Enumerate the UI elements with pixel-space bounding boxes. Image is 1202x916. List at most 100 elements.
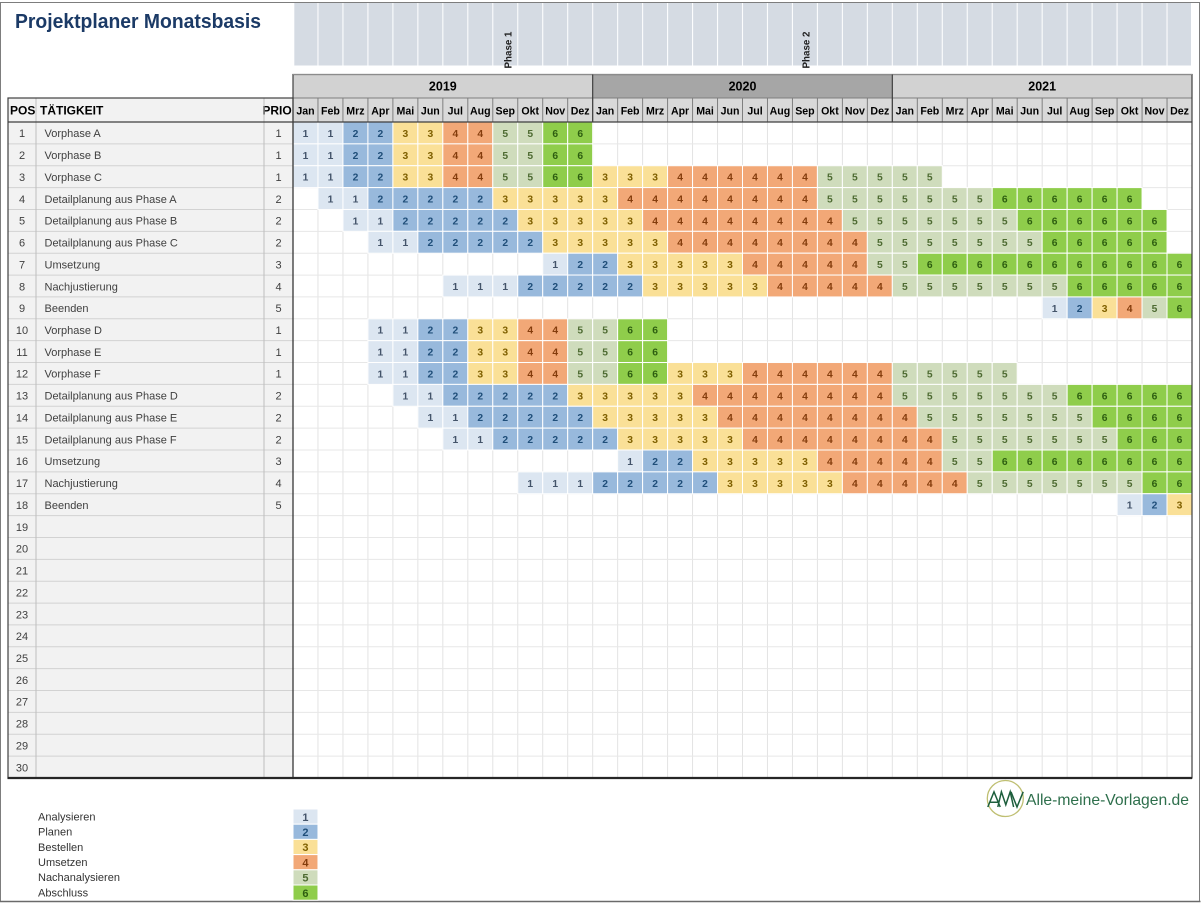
svg-text:Okt: Okt <box>1121 106 1139 118</box>
svg-text:4: 4 <box>827 435 833 446</box>
svg-text:5: 5 <box>527 151 533 162</box>
svg-text:5: 5 <box>927 195 933 206</box>
svg-text:4: 4 <box>777 173 783 184</box>
svg-text:4: 4 <box>752 391 758 402</box>
svg-text:Abschluss: Abschluss <box>38 887 89 899</box>
svg-text:4: 4 <box>802 238 808 249</box>
svg-text:6: 6 <box>652 348 658 359</box>
svg-text:4: 4 <box>877 413 883 424</box>
svg-text:6: 6 <box>1027 195 1033 206</box>
svg-text:1: 1 <box>378 369 384 380</box>
svg-text:6: 6 <box>19 238 25 250</box>
svg-text:Mai: Mai <box>696 106 714 118</box>
svg-text:5: 5 <box>602 348 608 359</box>
svg-text:1: 1 <box>403 369 409 380</box>
svg-text:Projektplaner Monatsbasis: Projektplaner Monatsbasis <box>15 10 261 33</box>
svg-text:3: 3 <box>652 413 658 424</box>
svg-text:22: 22 <box>16 587 28 599</box>
svg-text:6: 6 <box>977 260 983 271</box>
svg-text:4: 4 <box>702 391 708 402</box>
svg-text:3: 3 <box>477 369 483 380</box>
svg-text:5: 5 <box>602 369 608 380</box>
svg-text:1: 1 <box>328 195 334 206</box>
svg-text:6: 6 <box>1152 282 1158 293</box>
svg-text:3: 3 <box>652 391 658 402</box>
svg-text:5: 5 <box>577 326 583 337</box>
svg-text:2: 2 <box>502 435 508 446</box>
svg-text:Apr: Apr <box>371 106 389 118</box>
svg-text:3: 3 <box>702 435 708 446</box>
svg-text:4: 4 <box>877 369 883 380</box>
svg-text:5: 5 <box>1027 238 1033 249</box>
svg-text:5: 5 <box>952 413 958 424</box>
svg-text:5: 5 <box>1027 391 1033 402</box>
svg-text:5: 5 <box>1002 216 1008 227</box>
svg-text:4: 4 <box>702 173 708 184</box>
svg-text:2: 2 <box>702 479 708 490</box>
svg-text:4: 4 <box>902 479 908 490</box>
svg-text:6: 6 <box>1077 195 1083 206</box>
svg-text:2: 2 <box>275 194 281 206</box>
svg-text:3: 3 <box>427 173 433 184</box>
svg-text:6: 6 <box>652 326 658 337</box>
svg-text:PRIO: PRIO <box>262 104 291 118</box>
svg-text:1: 1 <box>303 129 309 140</box>
svg-text:3: 3 <box>727 260 733 271</box>
svg-text:Vorphase F: Vorphase F <box>45 369 102 381</box>
svg-text:3: 3 <box>552 238 558 249</box>
svg-text:Jul: Jul <box>747 106 762 118</box>
svg-text:1: 1 <box>19 128 25 140</box>
svg-text:4: 4 <box>927 435 933 446</box>
svg-text:4: 4 <box>777 282 783 293</box>
svg-text:4: 4 <box>777 391 783 402</box>
svg-text:5: 5 <box>852 216 858 227</box>
svg-text:5: 5 <box>977 216 983 227</box>
svg-text:5: 5 <box>275 303 281 315</box>
svg-text:5: 5 <box>1102 435 1108 446</box>
svg-text:2: 2 <box>552 391 558 402</box>
svg-text:2: 2 <box>527 413 533 424</box>
svg-text:Dez: Dez <box>571 106 590 118</box>
svg-text:4: 4 <box>902 413 908 424</box>
svg-text:27: 27 <box>16 697 28 709</box>
svg-text:2: 2 <box>477 238 483 249</box>
svg-text:4: 4 <box>877 391 883 402</box>
svg-text:4: 4 <box>752 173 758 184</box>
svg-text:Jan: Jan <box>896 106 914 118</box>
svg-text:6: 6 <box>1127 216 1133 227</box>
svg-text:5: 5 <box>902 260 908 271</box>
svg-text:5: 5 <box>902 369 908 380</box>
svg-text:3: 3 <box>577 391 583 402</box>
svg-text:5: 5 <box>502 151 508 162</box>
svg-text:5: 5 <box>1052 391 1058 402</box>
svg-text:6: 6 <box>1127 282 1133 293</box>
svg-text:5: 5 <box>977 195 983 206</box>
svg-text:18: 18 <box>16 500 28 512</box>
svg-text:4: 4 <box>952 479 958 490</box>
svg-text:6: 6 <box>1102 216 1108 227</box>
svg-text:4: 4 <box>802 216 808 227</box>
svg-text:2: 2 <box>378 195 384 206</box>
svg-text:2: 2 <box>19 150 25 162</box>
svg-text:11: 11 <box>16 347 27 359</box>
svg-text:Aug: Aug <box>770 106 791 118</box>
svg-text:6: 6 <box>1052 195 1058 206</box>
svg-text:2019: 2019 <box>429 80 457 94</box>
svg-text:13: 13 <box>16 391 28 403</box>
svg-text:4: 4 <box>877 435 883 446</box>
svg-text:5: 5 <box>1052 282 1058 293</box>
svg-text:3: 3 <box>702 369 708 380</box>
svg-text:3: 3 <box>427 151 433 162</box>
svg-text:5: 5 <box>602 326 608 337</box>
svg-text:2: 2 <box>275 434 281 446</box>
svg-text:6: 6 <box>1127 391 1133 402</box>
svg-text:Mai: Mai <box>996 106 1014 118</box>
svg-text:5: 5 <box>1002 435 1008 446</box>
svg-text:3: 3 <box>677 369 683 380</box>
svg-text:2: 2 <box>275 391 281 403</box>
svg-text:6: 6 <box>552 151 558 162</box>
svg-text:5: 5 <box>827 195 833 206</box>
svg-text:3: 3 <box>677 413 683 424</box>
svg-text:6: 6 <box>652 369 658 380</box>
svg-text:6: 6 <box>1077 457 1083 468</box>
